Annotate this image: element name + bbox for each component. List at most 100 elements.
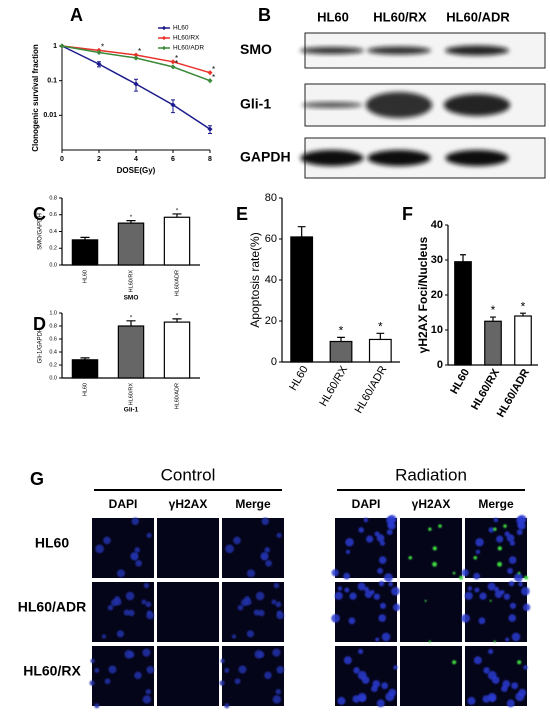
blot-band [367, 46, 431, 55]
micrograph [222, 646, 284, 706]
annotation: * [339, 324, 344, 338]
annotation: * [130, 215, 133, 221]
nucleus [225, 544, 234, 554]
nucleus [357, 582, 366, 591]
y-tick-label: 1.0 [49, 310, 57, 316]
nucleus [273, 582, 280, 589]
micrograph [465, 518, 527, 578]
annotation: * [491, 303, 496, 317]
y-tick-label: 0.8 [49, 195, 57, 201]
nucleus [522, 603, 531, 612]
nucleus [393, 665, 398, 670]
foci [493, 640, 496, 643]
nucleus [384, 573, 393, 582]
nucleus [265, 559, 272, 567]
nucleus [464, 591, 473, 600]
annotation: * [212, 73, 215, 82]
micrograph [92, 646, 154, 706]
nucleus [518, 581, 524, 587]
foci [408, 555, 413, 560]
nucleus [371, 685, 378, 693]
foci [424, 599, 427, 602]
annotation: * [212, 65, 215, 74]
blot-column-label: HL60/RX [373, 9, 427, 24]
blot-band [301, 102, 363, 108]
row-label: HL60/RX [23, 663, 81, 679]
y-tick-label: 0.8 [49, 323, 57, 329]
nucleus [264, 671, 272, 680]
annotation: * [521, 299, 526, 313]
nucleus [467, 696, 476, 705]
nucleus [145, 601, 152, 608]
y-tick-label: 20 [265, 315, 277, 327]
panel-letter: F [402, 204, 413, 224]
x-tick-label: HL60/ADR [174, 270, 180, 296]
blot-band [445, 45, 509, 56]
nucleus [345, 538, 354, 547]
nucleus [258, 609, 265, 617]
nucleus [494, 586, 500, 592]
nucleus [143, 582, 150, 589]
nucleus [107, 604, 114, 611]
annotation: * [130, 315, 133, 321]
nucleus [373, 593, 380, 600]
nucleus [505, 637, 510, 642]
nucleus [483, 667, 490, 674]
y-axis-label: Apoptosis rate(%) [248, 232, 262, 327]
channel-label: γH2AX [169, 497, 208, 511]
nucleus [272, 695, 282, 704]
x-tick-label: 6 [171, 156, 175, 163]
y-tick-label: 0.0 [49, 375, 57, 381]
x-tick-label: HL60 [82, 270, 88, 283]
nucleus [357, 670, 367, 680]
foci [524, 575, 529, 580]
y-tick-label: 0.2 [49, 362, 57, 368]
nucleus [103, 536, 111, 545]
nucleus [246, 630, 254, 638]
error-bar [126, 320, 136, 326]
nucleus [488, 527, 494, 533]
blot-column-label: HL60/ADR [446, 9, 510, 24]
annotation: * [378, 319, 383, 333]
nucleus [461, 569, 469, 577]
marker [96, 61, 102, 67]
nucleus [331, 613, 340, 623]
nucleus [508, 580, 515, 587]
y-tick-label: 60 [265, 233, 277, 245]
annotation: * [101, 42, 104, 51]
y-tick-label: 40 [265, 274, 277, 286]
nucleus [337, 696, 346, 705]
error-bar [297, 226, 306, 237]
nucleus [521, 586, 530, 596]
channel-label: Merge [478, 497, 514, 511]
foci [497, 561, 502, 567]
x-tick-label: 8 [208, 156, 212, 163]
bar [514, 315, 532, 366]
nucleus [378, 556, 387, 564]
foci [497, 546, 502, 551]
nucleus [500, 590, 505, 595]
nucleus [474, 587, 480, 593]
annotation: * [175, 59, 178, 68]
micrograph [400, 582, 462, 642]
nucleus [358, 527, 364, 533]
nucleus [275, 601, 282, 608]
nucleus [378, 580, 385, 587]
nucleus [461, 613, 470, 623]
nucleus [220, 658, 225, 664]
x-tick-label: 4 [134, 156, 138, 163]
micrograph [400, 646, 462, 706]
y-tick-label: 80 [265, 192, 277, 204]
nucleus [114, 598, 122, 606]
error-bar [490, 316, 496, 322]
nucleus [508, 556, 517, 564]
nucleus [246, 569, 256, 578]
foci [452, 660, 457, 665]
blot-row-label: Gli-1 [240, 96, 271, 112]
foci [459, 575, 464, 580]
nucleus [94, 703, 100, 709]
nucleus [108, 665, 117, 674]
nucleus [363, 517, 369, 523]
bar [454, 261, 472, 366]
nucleus [224, 668, 230, 673]
